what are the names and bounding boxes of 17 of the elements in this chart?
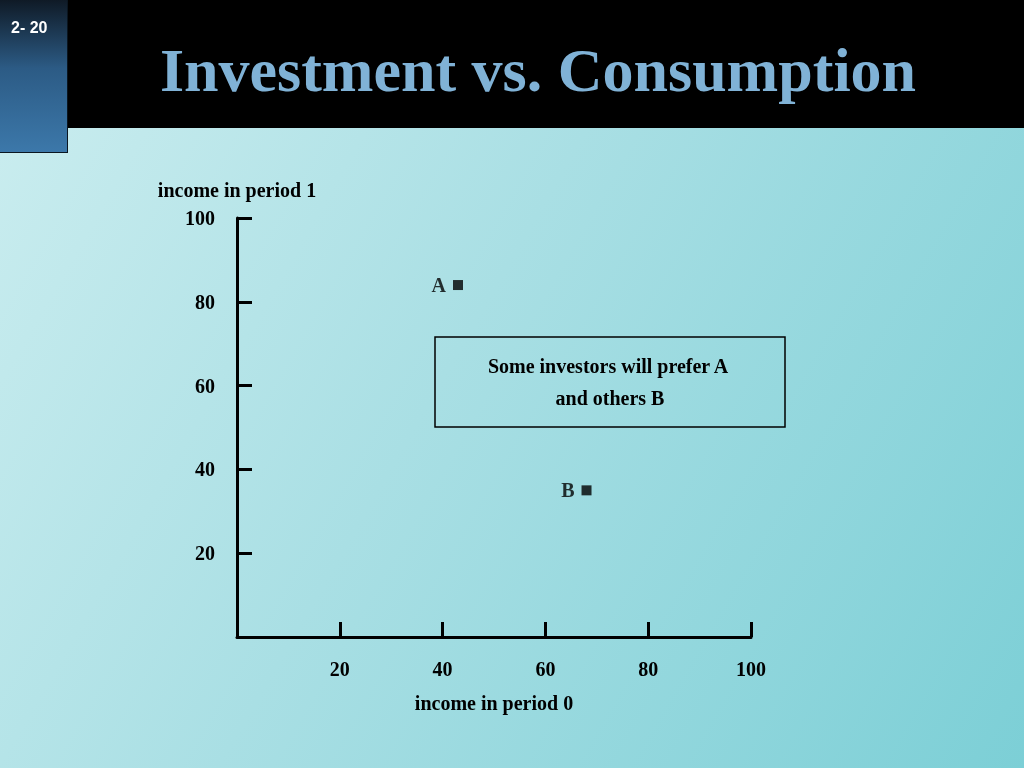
annotation: Some investors will prefer A and others B	[487, 355, 733, 409]
y-axis-title: income in period 1	[157, 179, 317, 202]
x-tick-label: 100	[736, 658, 766, 680]
text: 2- 20	[11, 18, 48, 36]
x-tick-label: 40	[432, 658, 453, 680]
y-tick-label: 40	[195, 458, 215, 481]
chart-title: Investment vs. Consumption	[159, 36, 917, 104]
series-label: B	[561, 479, 575, 502]
x-tick-label: 80	[638, 658, 659, 680]
y-tick-label: 20	[195, 542, 215, 565]
x-tick-label: 60	[535, 658, 556, 680]
y-tick-label: 100	[185, 207, 215, 229]
x-tick-label: 20	[329, 658, 350, 680]
y-tick-label: 60	[195, 374, 215, 397]
series-label: A	[431, 274, 447, 297]
y-tick-label: 80	[195, 290, 215, 313]
x-axis-title: income in period 0	[414, 692, 574, 715]
